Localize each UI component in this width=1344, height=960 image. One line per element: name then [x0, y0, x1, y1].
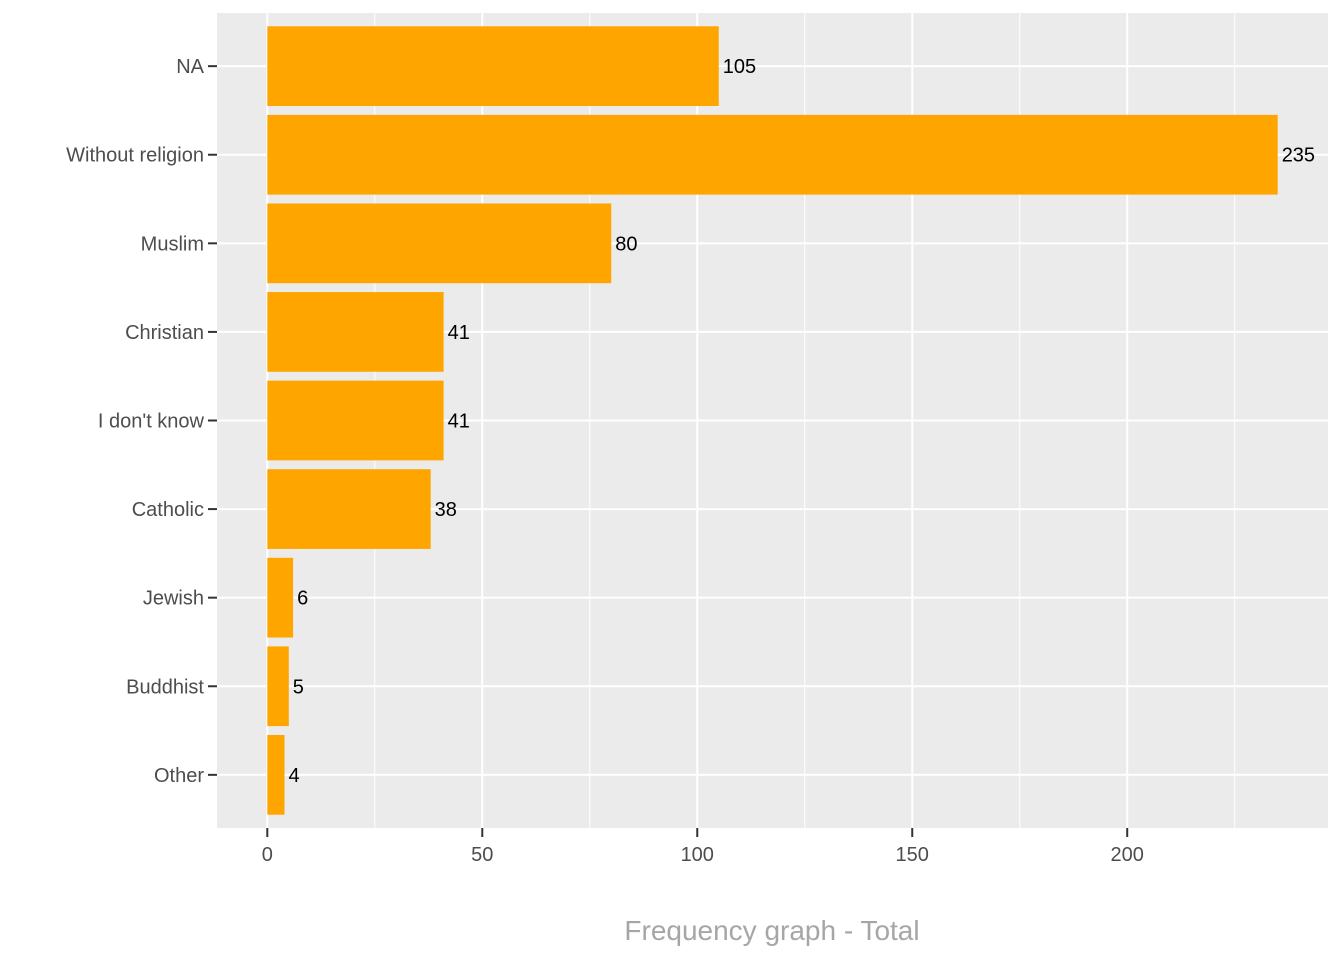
- bar: [267, 469, 431, 549]
- bar: [267, 292, 444, 372]
- bar: [267, 646, 289, 727]
- bar: [267, 114, 1278, 195]
- y-tick-label: Buddhist: [126, 676, 204, 698]
- x-axis: 0 50 100 150 200: [262, 828, 1144, 866]
- x-tick-label: 50: [471, 844, 493, 866]
- y-tick-label: Muslim: [141, 233, 204, 255]
- y-tick-label: NA: [176, 56, 204, 78]
- bar-value-label: 41: [448, 411, 470, 433]
- y-tick-label: Christian: [125, 322, 204, 344]
- y-tick-label: Catholic: [132, 499, 204, 521]
- bar: [267, 557, 294, 638]
- bar: [267, 26, 719, 107]
- bar-value-label: 4: [289, 765, 300, 787]
- bar-value-label: 38: [435, 499, 457, 521]
- bars: [267, 26, 1278, 815]
- bar-value-label: 235: [1282, 145, 1315, 167]
- y-tick-label: Jewish: [143, 588, 204, 610]
- y-axis: NA Without religion Muslim Christian I don't…: [66, 56, 217, 787]
- x-tick-label: 200: [1111, 844, 1144, 866]
- bar-value-label: 41: [448, 322, 470, 344]
- x-axis-title: Frequency graph - Total: [624, 915, 919, 946]
- x-tick-label: 150: [896, 844, 929, 866]
- bar-value-label: 80: [615, 233, 637, 255]
- y-tick-label: I don't know: [98, 411, 205, 433]
- bar-value-label: 6: [297, 588, 308, 610]
- bar: [267, 380, 444, 461]
- bar-value-label: 5: [293, 676, 304, 698]
- bar: [267, 734, 285, 815]
- data-labels: 105 235 80 41 41 38 6 5 4: [289, 56, 1316, 787]
- bar-value-label: 105: [723, 56, 756, 78]
- x-tick-label: 100: [681, 844, 714, 866]
- x-tick-label: 0: [262, 844, 273, 866]
- bar: [267, 203, 612, 284]
- y-tick-label: Other: [154, 765, 204, 787]
- y-tick-label: Without religion: [66, 145, 204, 167]
